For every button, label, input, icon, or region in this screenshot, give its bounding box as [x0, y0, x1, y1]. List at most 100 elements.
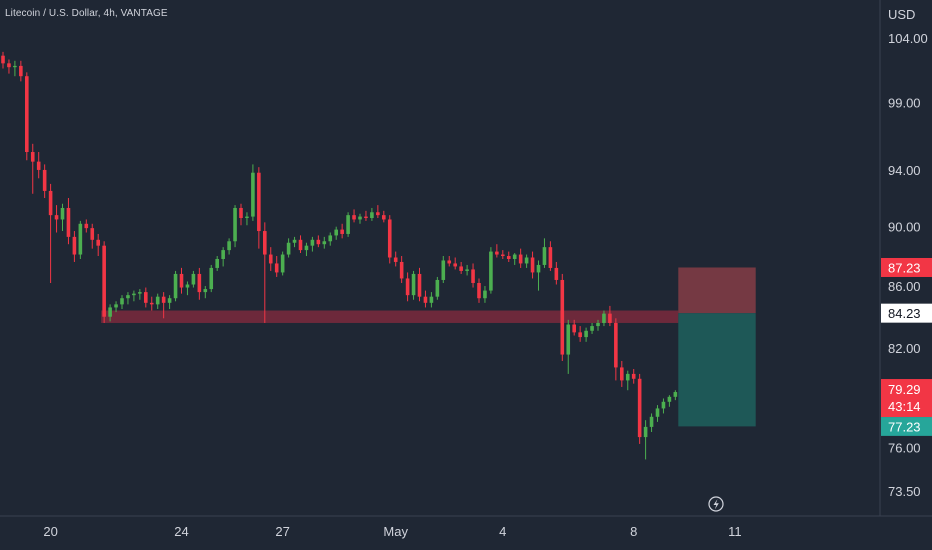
candle[interactable]: [435, 276, 440, 300]
candle[interactable]: [387, 215, 392, 264]
candle[interactable]: [471, 263, 475, 288]
candle[interactable]: [572, 319, 576, 336]
candle[interactable]: [102, 241, 106, 323]
candle[interactable]: [245, 212, 249, 226]
candle[interactable]: [447, 256, 452, 267]
candle[interactable]: [322, 236, 327, 249]
candle[interactable]: [84, 219, 89, 233]
candle[interactable]: [25, 72, 29, 161]
candle[interactable]: [506, 251, 511, 262]
candle[interactable]: [30, 143, 35, 194]
candle[interactable]: [328, 232, 333, 246]
candle[interactable]: [1, 51, 5, 69]
candle[interactable]: [108, 304, 112, 322]
candle[interactable]: [643, 420, 648, 460]
candle[interactable]: [518, 248, 523, 268]
candle[interactable]: [501, 250, 505, 259]
candle[interactable]: [114, 301, 118, 313]
candle[interactable]: [346, 212, 350, 237]
candle[interactable]: [625, 370, 630, 391]
candle[interactable]: [524, 254, 529, 268]
candle[interactable]: [661, 398, 666, 414]
candle[interactable]: [358, 213, 362, 224]
candle[interactable]: [620, 360, 624, 387]
candle[interactable]: [441, 256, 446, 283]
candle[interactable]: [90, 223, 95, 249]
candle[interactable]: [19, 60, 23, 82]
candle[interactable]: [310, 236, 315, 252]
candle[interactable]: [578, 326, 582, 342]
candle[interactable]: [512, 253, 517, 265]
candle[interactable]: [542, 238, 547, 268]
candle[interactable]: [477, 278, 481, 303]
resistance-zone[interactable]: [101, 310, 679, 323]
candle[interactable]: [167, 295, 172, 309]
candle[interactable]: [667, 395, 672, 407]
candle[interactable]: [233, 205, 237, 248]
target-zone[interactable]: [678, 313, 756, 427]
candle[interactable]: [411, 270, 416, 300]
candle[interactable]: [649, 413, 654, 432]
candle[interactable]: [548, 241, 553, 271]
candle[interactable]: [191, 270, 196, 288]
candle[interactable]: [54, 205, 59, 233]
candle[interactable]: [584, 327, 588, 342]
candle[interactable]: [126, 292, 130, 305]
candle[interactable]: [149, 296, 154, 311]
candle[interactable]: [465, 264, 469, 276]
candle[interactable]: [66, 198, 71, 245]
candle[interactable]: [637, 373, 642, 444]
candle[interactable]: [161, 292, 166, 319]
candle[interactable]: [376, 205, 380, 219]
candle[interactable]: [566, 319, 571, 374]
candle[interactable]: [42, 164, 47, 199]
lightning-bolt-icon[interactable]: [708, 496, 724, 512]
candle[interactable]: [280, 251, 285, 276]
candle[interactable]: [298, 235, 303, 254]
candle[interactable]: [78, 220, 83, 259]
candle[interactable]: [7, 59, 11, 74]
candle[interactable]: [251, 164, 255, 221]
candle[interactable]: [334, 226, 338, 240]
candle[interactable]: [536, 260, 541, 291]
candle[interactable]: [274, 256, 279, 277]
candle[interactable]: [370, 207, 374, 221]
candle[interactable]: [316, 235, 321, 248]
candle[interactable]: [417, 267, 422, 302]
candle[interactable]: [673, 390, 678, 401]
candle[interactable]: [602, 310, 606, 327]
candle[interactable]: [72, 231, 77, 262]
candle[interactable]: [399, 256, 404, 283]
candle[interactable]: [227, 238, 231, 255]
candle[interactable]: [495, 244, 499, 258]
candle[interactable]: [554, 261, 559, 285]
candle[interactable]: [364, 210, 368, 221]
candle[interactable]: [173, 270, 178, 302]
candle[interactable]: [614, 318, 618, 381]
candle[interactable]: [483, 286, 487, 303]
candle[interactable]: [257, 167, 261, 249]
candle[interactable]: [382, 210, 386, 223]
candle[interactable]: [221, 247, 225, 267]
candle[interactable]: [209, 264, 214, 293]
candle[interactable]: [590, 322, 594, 334]
candle[interactable]: [263, 222, 267, 323]
candle[interactable]: [286, 238, 291, 258]
candle[interactable]: [36, 152, 41, 179]
candle[interactable]: [268, 247, 273, 271]
candle[interactable]: [96, 233, 100, 257]
candle[interactable]: [215, 256, 219, 271]
candle[interactable]: [352, 209, 356, 223]
candle[interactable]: [560, 273, 565, 361]
candle[interactable]: [120, 295, 124, 309]
candle[interactable]: [132, 290, 136, 302]
candle[interactable]: [393, 251, 398, 267]
candle[interactable]: [48, 183, 53, 283]
candle[interactable]: [655, 405, 660, 422]
candle[interactable]: [429, 292, 434, 308]
candle[interactable]: [423, 290, 428, 308]
candle[interactable]: [292, 236, 297, 248]
candle[interactable]: [459, 261, 463, 274]
candle[interactable]: [197, 267, 202, 300]
candle[interactable]: [405, 272, 410, 302]
